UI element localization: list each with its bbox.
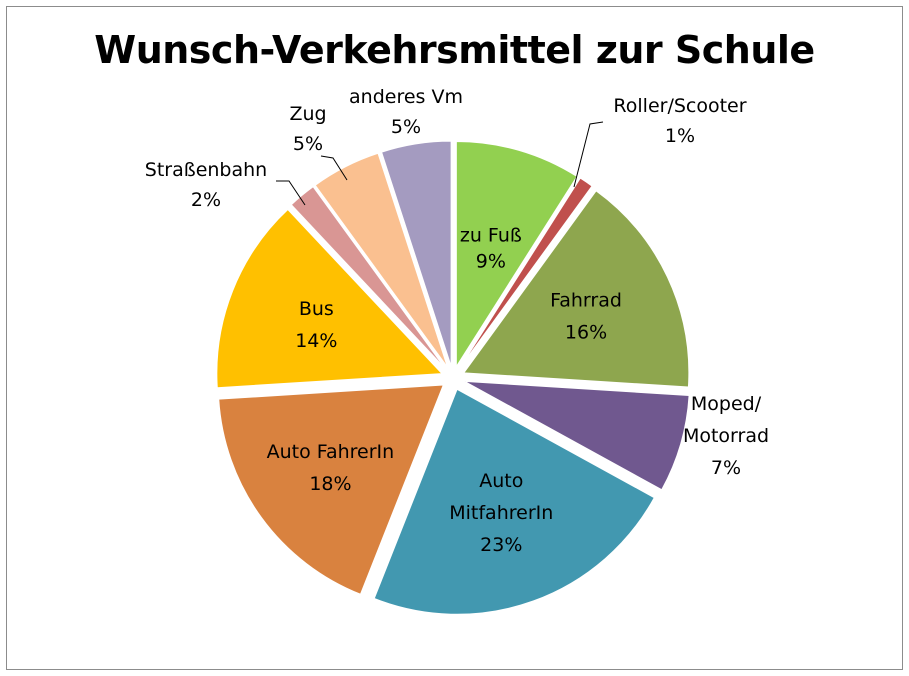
slice-value-label-fahrrad: 16% <box>565 321 607 343</box>
pie-slice-strassenbahn <box>290 186 446 370</box>
slice-label-roller-scooter: Roller/Scooter <box>613 95 746 117</box>
leader-line-roller-scooter <box>573 121 604 188</box>
slice-value-label-moped-motorrad: 7% <box>711 457 741 479</box>
slice-label-auto-mitfahrerin: Auto <box>479 470 523 492</box>
slice-label-strassenbahn: Straßenbahn <box>145 159 267 181</box>
slice-label-bus: Bus <box>299 298 334 320</box>
slice-label-zug: Zug <box>289 103 326 125</box>
slice-value-label-roller-scooter: 1% <box>665 125 695 147</box>
slice-value-label-auto-mitfahrerin: 23% <box>480 534 522 556</box>
slice-value-label-zu-fuss: 9% <box>476 251 506 273</box>
slice-label-anderes-vm: anderes Vm <box>349 86 463 108</box>
slice-value-label-bus: 14% <box>295 330 337 352</box>
leader-line-zug <box>320 155 348 181</box>
pie-slice-auto-mitfahrerin <box>373 388 655 615</box>
slice-label-auto-mitfahrerin: MitfahrerIn <box>449 502 553 524</box>
pie-slice-roller-scooter <box>459 177 593 369</box>
slice-value-label-auto-fahrerin: 18% <box>309 473 351 495</box>
slice-label-moped-motorrad: Motorrad <box>683 425 769 447</box>
leader-line-strassenbahn <box>276 180 306 206</box>
slice-value-label-zug: 5% <box>293 133 323 155</box>
slice-value-label-strassenbahn: 2% <box>191 189 221 211</box>
chart-title: Wunsch-Verkehrsmittel zur Schule <box>94 28 815 72</box>
pie-slice-anderes-vm <box>380 140 452 367</box>
pie-slice-moped-motorrad <box>464 380 690 491</box>
slice-label-moped-motorrad: Moped/ <box>691 393 762 415</box>
slice-label-zu-fuss: zu Fuß <box>460 225 522 247</box>
slice-label-auto-fahrerin: Auto FahrerIn <box>267 441 395 463</box>
slice-value-label-anderes-vm: 5% <box>391 116 421 138</box>
pie-slice-bus <box>216 208 443 389</box>
slice-label-fahrrad: Fahrrad <box>550 289 622 311</box>
pie-slice-fahrrad <box>462 190 690 388</box>
pie-slice-zug <box>314 152 449 368</box>
pie-slice-auto-fahrerin <box>218 384 445 595</box>
pie-slice-zu-fuss <box>455 140 578 369</box>
